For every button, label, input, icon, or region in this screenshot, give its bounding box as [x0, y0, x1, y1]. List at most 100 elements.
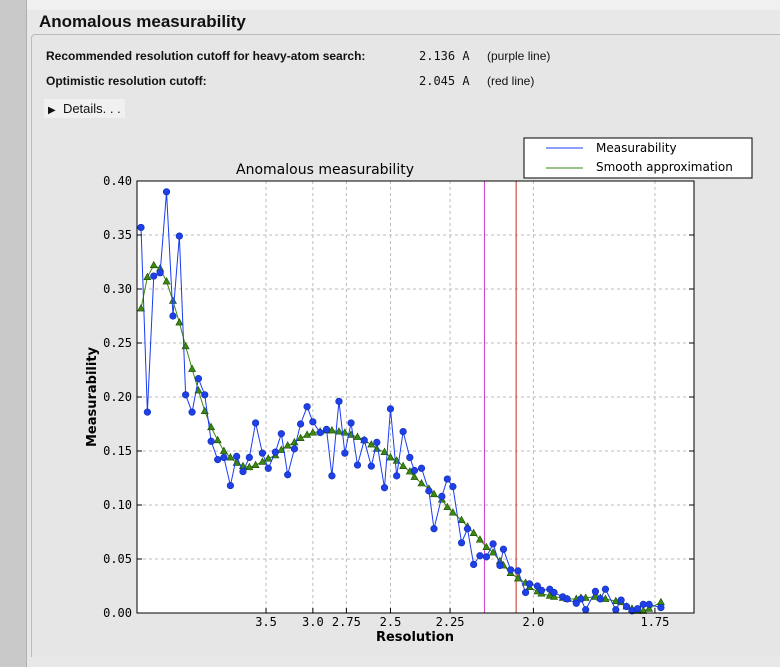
smooth-point [303, 430, 312, 438]
smooth-point [308, 428, 317, 436]
optimistic-cutoff-note: (red line) [487, 74, 535, 88]
measurability-point [169, 312, 177, 320]
smooth-point [143, 272, 152, 281]
measurability-point [410, 466, 419, 475]
smooth-point [162, 277, 171, 285]
x-tick-label: 2.0 [523, 615, 545, 629]
smooth-point [327, 426, 336, 434]
smooth-point [380, 447, 389, 455]
x-tick-label: 2.25 [436, 615, 465, 629]
measurability-point [373, 438, 381, 446]
measurability-point [380, 484, 389, 492]
y-tick-label: 0.15 [103, 444, 132, 458]
smooth-point [149, 260, 158, 269]
y-tick-label: 0.40 [103, 174, 132, 188]
measurability-point [577, 595, 585, 603]
smooth-point [645, 604, 654, 612]
smooth-point [283, 441, 292, 449]
measurability-point [489, 540, 497, 548]
measurability-line [140, 191, 662, 612]
y-tick-label: 0.05 [103, 552, 132, 566]
measurability-point [322, 425, 331, 434]
details-expander[interactable]: ▶ Details. . . [44, 99, 125, 118]
measurability-point [226, 481, 235, 490]
legend-box [523, 137, 753, 179]
measurability-point [353, 461, 362, 469]
top-bar [27, 0, 780, 10]
y-tick-label: 0.35 [103, 228, 132, 242]
recommended-cutoff-value: 2.136 A [419, 49, 470, 63]
measurability-point [296, 420, 305, 428]
measurability-point [214, 456, 222, 464]
section-title: Anomalous measurability [39, 12, 246, 31]
smooth-point [386, 453, 395, 461]
y-tick-label: 0.00 [103, 606, 132, 620]
smooth-point [136, 304, 146, 312]
measurability-point [582, 606, 590, 614]
measurability-point [328, 472, 336, 480]
measurability-point [284, 471, 292, 479]
measurability-point [457, 539, 466, 547]
measurability-point [612, 606, 620, 614]
recommended-cutoff-note: (purple line) [487, 49, 551, 63]
smooth-point [213, 435, 222, 444]
measurability-point [264, 464, 272, 472]
smooth-point [513, 574, 522, 582]
x-tick-label: 3.5 [255, 615, 277, 629]
smooth-point [443, 502, 452, 511]
smooth-point [448, 508, 457, 516]
measurability-point [239, 467, 247, 476]
triangle-right-icon: ▶ [48, 105, 56, 116]
legend: Measurability Smooth approximation [523, 137, 753, 179]
measurability-point [399, 427, 407, 436]
smooth-point [245, 462, 254, 471]
optimistic-cutoff-value: 2.045 A [419, 74, 470, 88]
measurability-point [393, 472, 401, 480]
optimistic-cutoff-label: Optimistic resolution cutoff: [46, 74, 207, 88]
smooth-point [545, 591, 554, 599]
measurability-point [182, 391, 190, 399]
measurability-point [443, 475, 451, 483]
measurability-point [406, 453, 414, 462]
measurability-point [220, 453, 228, 462]
measurability-point [201, 391, 209, 399]
smooth-point [258, 457, 267, 465]
smooth-point [367, 440, 376, 448]
measurability-point [563, 595, 571, 603]
measurability-point [596, 595, 604, 603]
legend-label-measurability: Measurability [596, 141, 677, 155]
y-tick-label: 0.20 [103, 390, 132, 404]
measurability-point [499, 545, 508, 553]
smooth-point [489, 548, 498, 556]
measurability-point [633, 605, 642, 613]
measurability-point [525, 580, 534, 588]
measurability-point [341, 449, 349, 457]
measurability-point [207, 437, 215, 445]
measurability-point [277, 430, 285, 438]
measurability-point [245, 453, 253, 462]
measurability-point [645, 600, 653, 608]
x-tick-label: 3.0 [302, 615, 324, 629]
measurability-point [137, 223, 145, 232]
x-tick-label: 2.5 [380, 615, 402, 629]
measurability-point [617, 596, 625, 604]
smooth-point [175, 318, 184, 326]
measurability-point [188, 408, 196, 416]
measurability-point [316, 429, 324, 437]
measurability-point [335, 397, 343, 405]
measurability-point [303, 403, 311, 411]
left-sidebar-edge [0, 0, 27, 667]
measurability-point [507, 566, 515, 574]
measurability-point [521, 588, 530, 597]
measurability-point [290, 445, 299, 453]
measurability-point [657, 603, 665, 612]
measurability-point [537, 586, 546, 594]
measurability-point [449, 483, 457, 491]
measurability-point [162, 188, 171, 196]
smooth-point [219, 446, 228, 454]
measurability-point [347, 419, 355, 427]
smooth-point [399, 461, 408, 470]
measurability-point [143, 408, 151, 416]
smooth-point [296, 433, 305, 441]
